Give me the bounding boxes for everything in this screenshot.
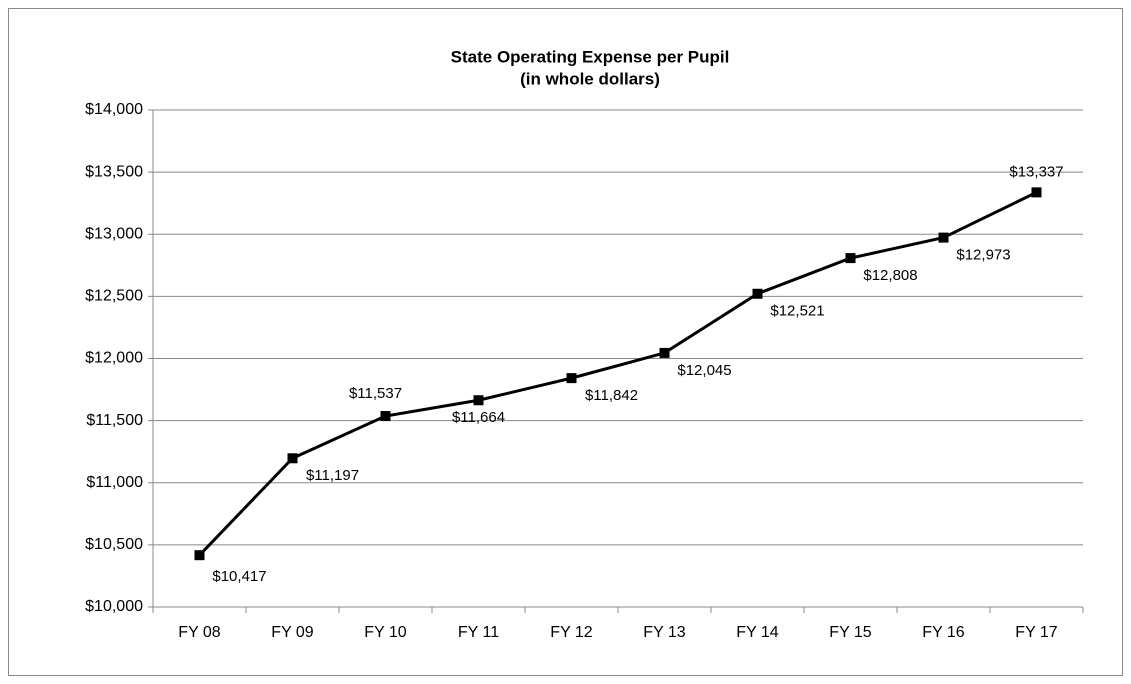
marker bbox=[752, 288, 763, 299]
value-label: $11,537 bbox=[349, 385, 402, 402]
marker bbox=[473, 395, 484, 406]
value-label: $12,808 bbox=[863, 267, 917, 284]
x-tick-label: FY 10 bbox=[364, 624, 407, 641]
value-label: $12,973 bbox=[956, 247, 1010, 264]
x-tick-label: FY 17 bbox=[1015, 624, 1058, 641]
value-label: $13,337 bbox=[1009, 163, 1063, 180]
y-tick-label: $10,500 bbox=[85, 536, 143, 553]
y-tick-label: $10,000 bbox=[85, 598, 143, 615]
chart-subtitle: (in whole dollars) bbox=[520, 69, 660, 88]
marker bbox=[659, 347, 670, 358]
marker bbox=[1031, 187, 1042, 198]
y-tick-label: $12,000 bbox=[85, 350, 143, 367]
y-tick-label: $11,500 bbox=[86, 412, 143, 429]
y-tick-label: $12,500 bbox=[85, 288, 143, 305]
value-label: $12,521 bbox=[770, 303, 824, 320]
y-tick-label: $13,500 bbox=[85, 163, 143, 180]
value-label: $11,842 bbox=[585, 387, 638, 404]
marker bbox=[287, 453, 298, 464]
x-tick-label: FY 11 bbox=[458, 624, 499, 641]
y-tick-label: $13,000 bbox=[85, 225, 143, 242]
value-label: $11,664 bbox=[452, 409, 505, 426]
marker bbox=[845, 253, 856, 264]
marker bbox=[380, 411, 391, 422]
marker bbox=[566, 373, 577, 384]
x-tick-label: FY 15 bbox=[829, 624, 872, 641]
chart-border bbox=[8, 8, 1123, 676]
x-tick-label: FY 16 bbox=[922, 624, 965, 641]
x-tick-label: FY 12 bbox=[550, 624, 593, 641]
line bbox=[198, 191, 1038, 557]
x-tick-label: FY 09 bbox=[271, 624, 314, 641]
value-label: $12,045 bbox=[677, 362, 731, 379]
x-tick-label: FY 14 bbox=[736, 624, 779, 641]
x-tick-label: FY 13 bbox=[643, 624, 686, 641]
chart-title: State Operating Expense per Pupil bbox=[451, 47, 730, 66]
value-label: $10,417 bbox=[212, 568, 266, 585]
marker bbox=[194, 550, 205, 561]
y-tick-label: $11,000 bbox=[86, 474, 143, 491]
value-label: $11,197 bbox=[306, 467, 359, 484]
y-tick-label: $14,000 bbox=[85, 101, 143, 118]
x-tick-label: FY 08 bbox=[178, 624, 221, 641]
marker bbox=[938, 232, 949, 243]
